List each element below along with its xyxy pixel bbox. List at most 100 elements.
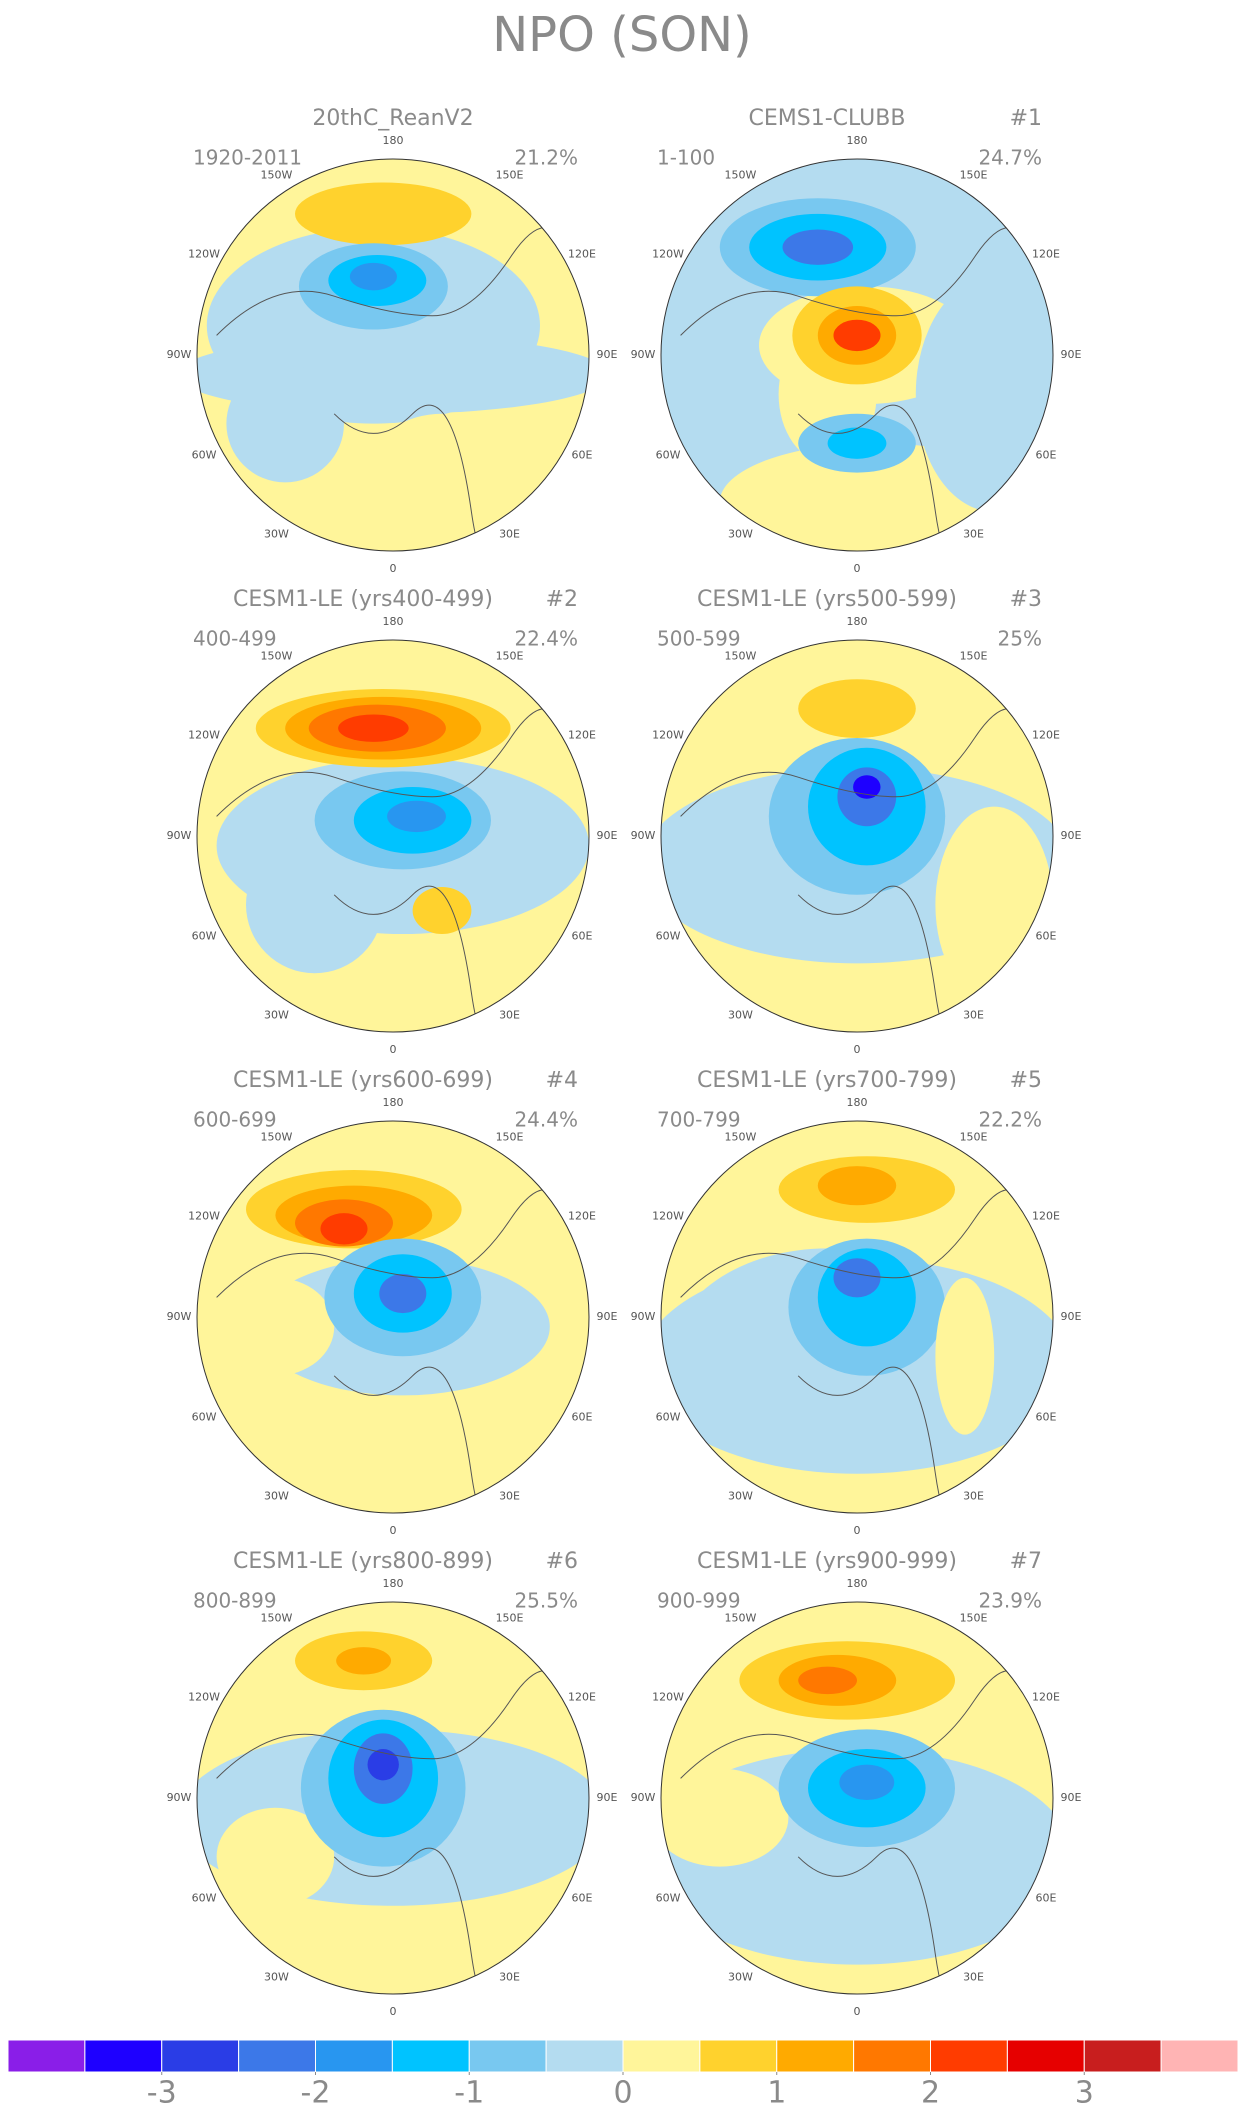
longitude-label: 120W — [188, 1691, 220, 1704]
panel-percent: 23.9% — [978, 1589, 1042, 1613]
longitude-label: 150E — [496, 650, 524, 663]
map-field — [197, 1602, 589, 1994]
longitude-label: 120E — [568, 248, 596, 261]
map-border — [660, 1120, 1054, 1514]
colorbar-box — [468, 2039, 547, 2073]
longitude-label: 60W — [192, 1410, 217, 1423]
longitude-label: 150E — [960, 169, 988, 182]
panel-percent: 24.4% — [514, 1108, 578, 1132]
longitude-label: 30E — [499, 1008, 520, 1021]
longitude-label: 150E — [496, 1131, 524, 1144]
colorbar-tick-label: -2 — [301, 2076, 331, 2111]
map-border — [196, 158, 590, 552]
contour-region — [782, 229, 854, 265]
contour-region — [935, 1277, 995, 1435]
colorbar-box — [161, 2039, 240, 2073]
longitude-label: 150W — [725, 169, 757, 182]
longitude-label: 30W — [728, 1008, 753, 1021]
longitude-label: 120E — [1032, 729, 1060, 742]
longitude-label: 90E — [597, 829, 618, 842]
colorbar-box — [391, 2039, 470, 2073]
colorbar-box — [622, 2039, 701, 2073]
longitude-label: 90W — [167, 348, 192, 361]
panel-percent: 25.5% — [514, 1589, 578, 1613]
longitude-label: 30E — [963, 1970, 984, 1983]
longitude-label: 180 — [383, 134, 404, 147]
longitude-label: 90E — [597, 1791, 618, 1804]
colorbar: -3 -2 -1 0 1 2 3 — [7, 2039, 1239, 2111]
map-field — [661, 640, 1053, 1032]
longitude-label: 150E — [496, 169, 524, 182]
contour-region — [798, 679, 916, 738]
longitude-label: 180 — [383, 1577, 404, 1590]
map-panel: CESM1-LE (yrs700-799) #5 700-799 22.2% 180 15… — [631, 1068, 1082, 1537]
colorbar-box — [930, 2039, 1008, 2073]
panel-title: 20thC_ReanV2 — [312, 106, 473, 131]
colorbar-box — [315, 2039, 393, 2073]
map-panel: CESM1-LE (yrs600-699) #4 600-699 24.4% 180 15… — [167, 1068, 618, 1537]
map-panel: CEMS1-CLUBB #1 1-100 24.7% 180 150W 150E 120W 12… — [631, 106, 1082, 575]
longitude-label: 0 — [390, 2005, 397, 2018]
longitude-label: 120E — [1032, 248, 1060, 261]
colorbar-box — [545, 2039, 624, 2073]
panel-title: CESM1-LE (yrs800-899) — [233, 1549, 493, 1574]
panel-title: CESM1-LE (yrs400-499) — [233, 587, 493, 612]
longitude-label: 90W — [167, 1791, 192, 1804]
map-border — [660, 639, 1054, 1033]
longitude-label: 30W — [728, 1970, 753, 1983]
map-panel: CESM1-LE (yrs900-999) #7 900-999 23.9% 180 15… — [631, 1549, 1082, 2018]
colorbar-tick-label: 1 — [767, 2076, 786, 2111]
contour-region — [246, 836, 384, 974]
contour-region — [336, 1647, 392, 1675]
longitude-label: 120E — [568, 1210, 596, 1223]
longitude-label: 90W — [167, 829, 192, 842]
longitude-label: 30W — [264, 527, 289, 540]
panel-period: 600-699 — [193, 1108, 277, 1132]
map-border — [196, 1120, 590, 1514]
longitude-label: 90E — [1061, 348, 1082, 361]
contour-region — [661, 1768, 789, 1867]
longitude-label: 90E — [1061, 1791, 1082, 1804]
map-field — [197, 159, 589, 551]
coastline — [216, 227, 570, 551]
longitude-label: 150W — [725, 1131, 757, 1144]
longitude-label: 60E — [571, 929, 592, 942]
contour-region — [349, 262, 397, 291]
panel-number: #7 — [1010, 1549, 1042, 1574]
panel-period: 900-999 — [657, 1589, 741, 1613]
panel-period: 1920-2011 — [193, 146, 302, 170]
panel-number: #1 — [1010, 106, 1042, 131]
longitude-label: 30W — [264, 1489, 289, 1502]
map-panel: CESM1-LE (yrs800-899) #6 800-899 25.5% 180 15… — [167, 1549, 618, 2018]
longitude-label: 30W — [264, 1008, 289, 1021]
coastline — [680, 227, 1034, 551]
coastline — [216, 708, 570, 1032]
longitude-label: 150E — [960, 1612, 988, 1625]
longitude-label: 150W — [725, 650, 757, 663]
longitude-label: 0 — [854, 1524, 861, 1537]
longitude-label: 30W — [728, 527, 753, 540]
longitude-label: 60W — [656, 1891, 681, 1904]
longitude-label: 30W — [264, 1970, 289, 1983]
longitude-label: 90E — [1061, 1310, 1082, 1323]
map-field — [661, 159, 1053, 551]
colorbar-box — [1083, 2039, 1162, 2073]
longitude-label: 60E — [571, 448, 592, 461]
map-field — [197, 640, 589, 1032]
longitude-label: 120W — [652, 1210, 684, 1223]
figure-title: NPO (SON) — [492, 7, 752, 63]
map-field — [661, 1602, 1053, 1994]
colorbar-tick-label: 0 — [613, 2076, 632, 2111]
longitude-label: 180 — [847, 1096, 868, 1109]
longitude-label: 0 — [854, 2005, 861, 2018]
longitude-label: 120W — [652, 1691, 684, 1704]
coastline — [680, 1189, 1034, 1513]
longitude-label: 30E — [499, 527, 520, 540]
longitude-label: 0 — [390, 1043, 397, 1056]
longitude-label: 90W — [631, 829, 656, 842]
contour-region — [412, 886, 472, 934]
panel-percent: 22.2% — [978, 1108, 1042, 1132]
colorbar-box — [1006, 2039, 1085, 2073]
colorbar-tick-label: 3 — [1075, 2076, 1094, 2111]
longitude-label: 90W — [167, 1310, 192, 1323]
